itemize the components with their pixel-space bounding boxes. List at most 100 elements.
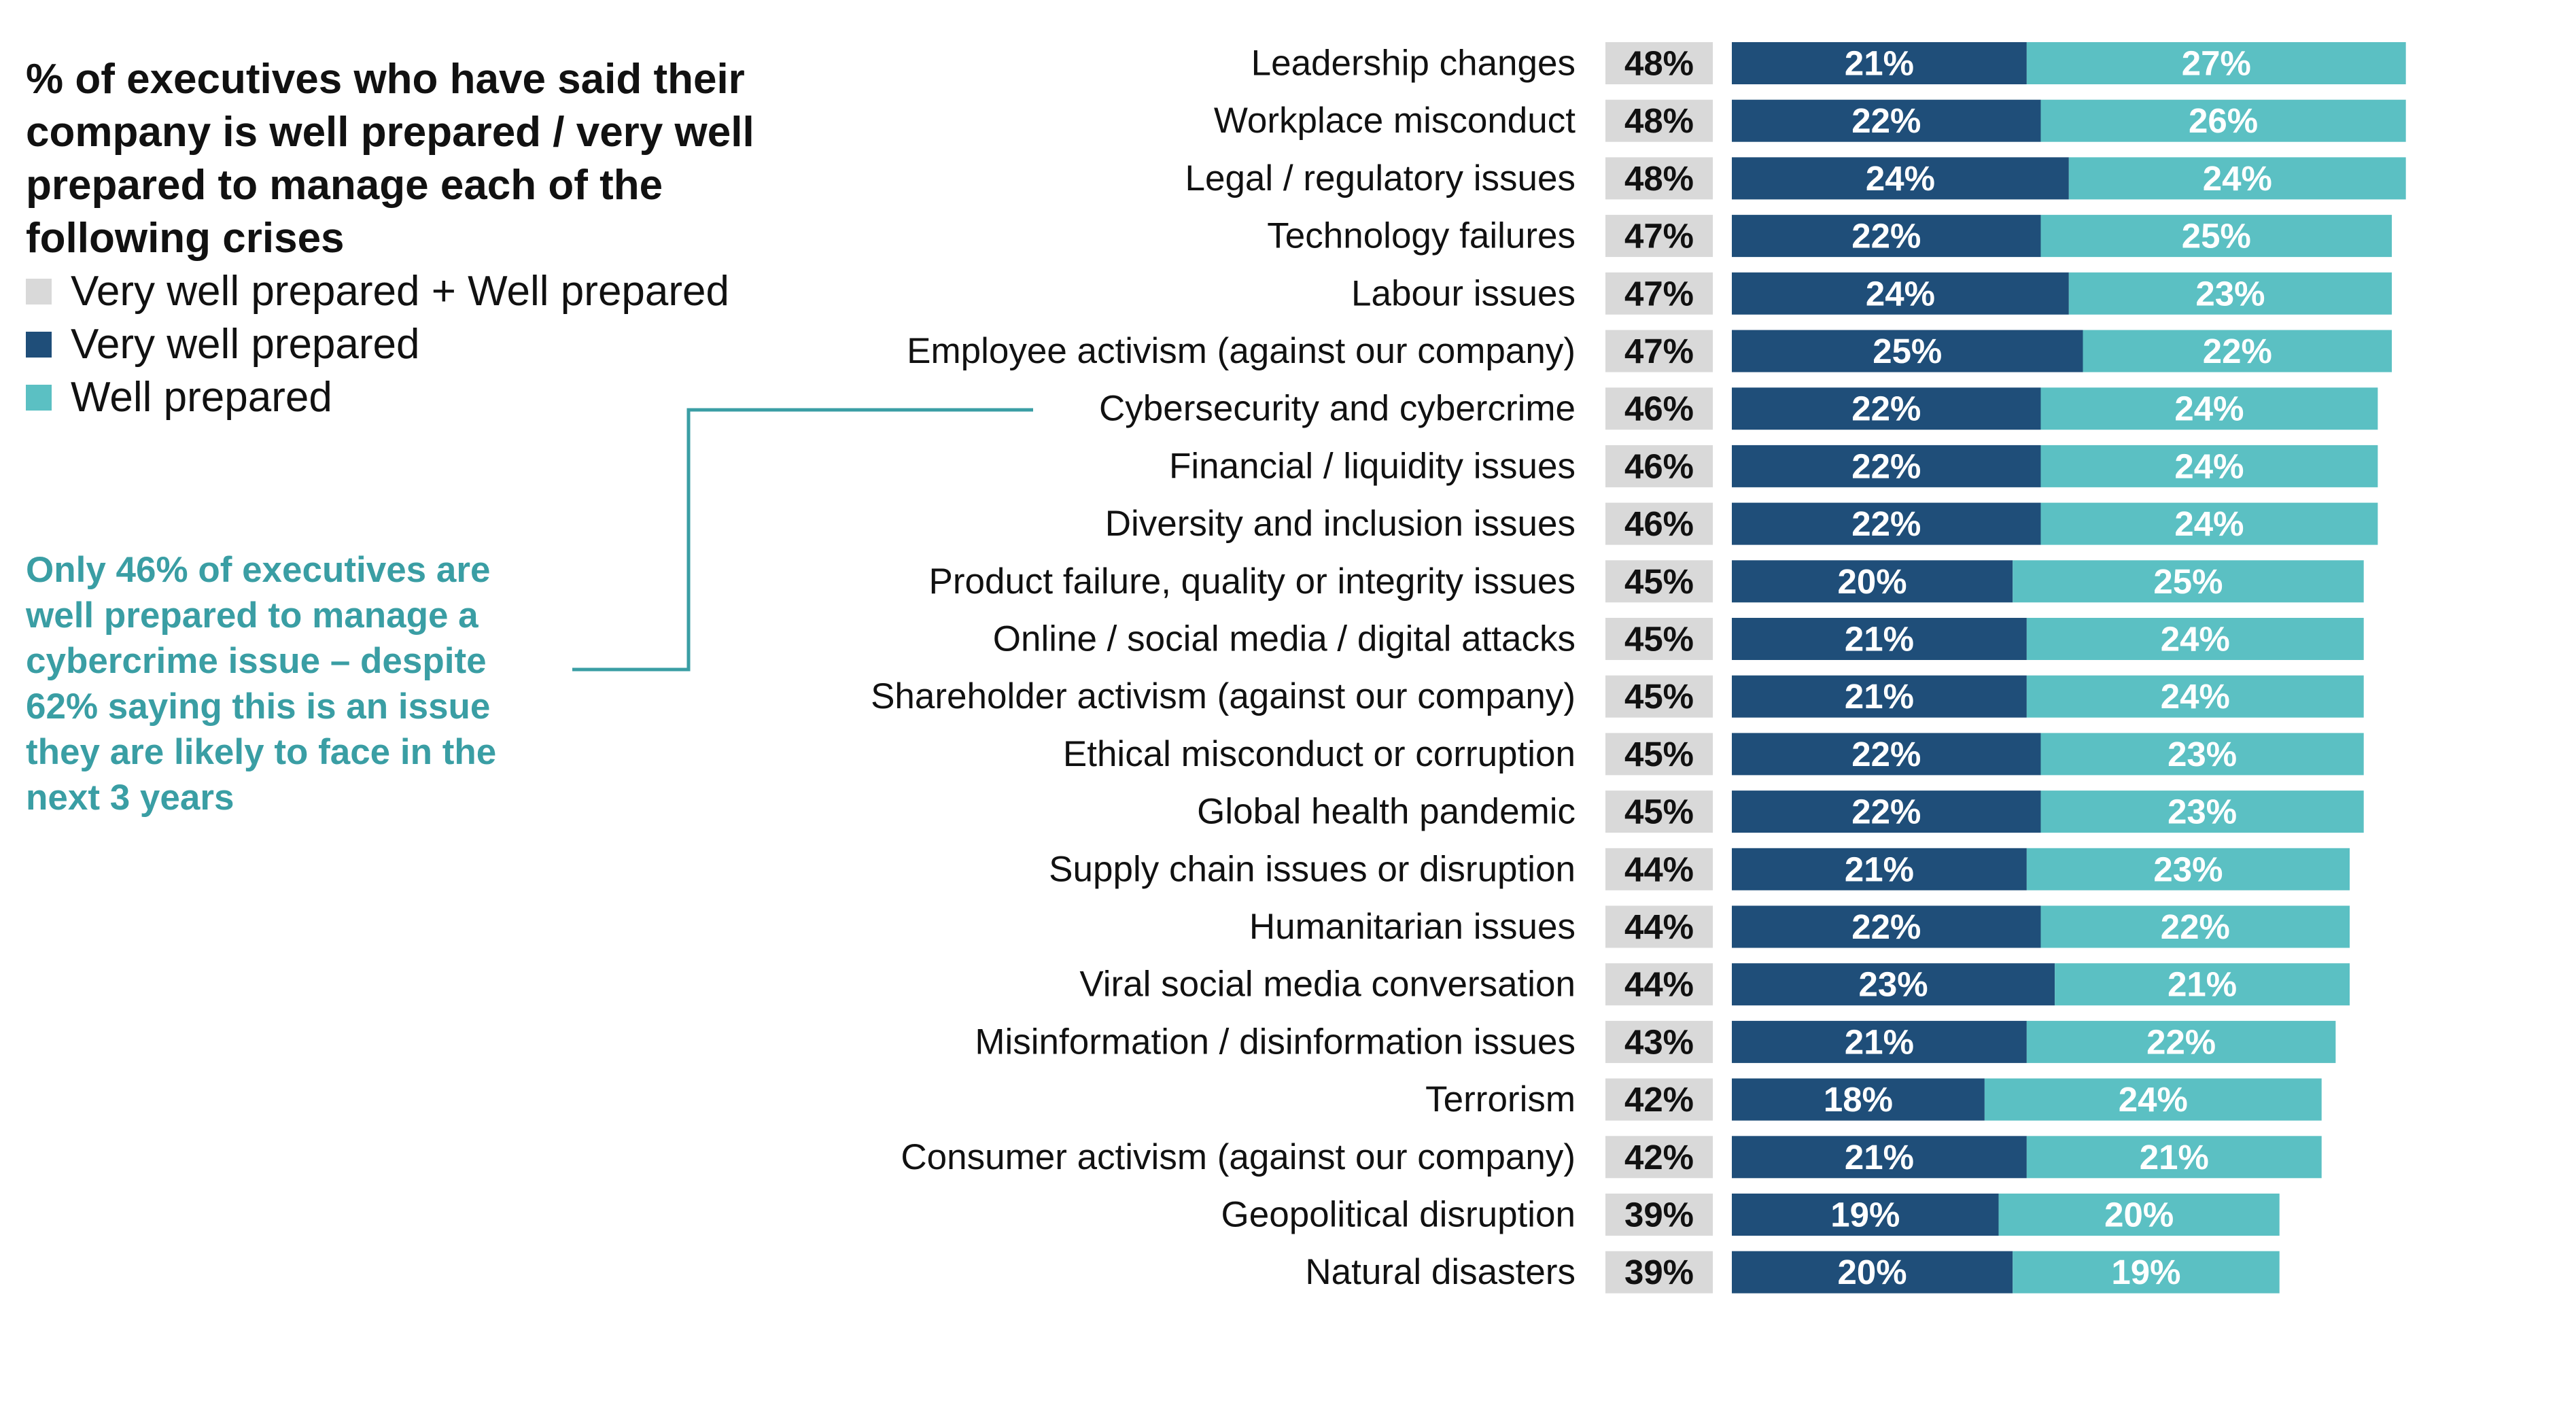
total-label: 45%	[1624, 735, 1694, 774]
bar-very-well-prepared	[1732, 215, 2041, 258]
bar-very-well-prepared	[1732, 1020, 2027, 1063]
bar-well-prepared	[2026, 618, 2364, 660]
bar-very-well-prepared	[1732, 157, 2069, 200]
legend-label-total: Very well prepared + Well prepared	[71, 268, 729, 315]
total-box	[1605, 848, 1713, 890]
legend-item-well: Well prepared	[26, 371, 729, 424]
category-label: Labour issues	[1351, 273, 1576, 313]
legend-swatch-well	[26, 385, 52, 411]
legend-swatch-very-well	[26, 332, 52, 358]
category-label: Misinformation / disinformation issues	[975, 1022, 1576, 1062]
total-label: 46%	[1624, 504, 1694, 543]
total-box	[1605, 330, 1713, 372]
chart-row: Global health pandemic 45% 22% 23%	[1197, 791, 2364, 833]
category-label: Viral social media conversation	[1079, 965, 1576, 1005]
chart-row: Shareholder activism (against our compan…	[871, 675, 2364, 718]
total-box	[1605, 157, 1713, 200]
chart-row: Consumer activism (against our company) 4…	[901, 1136, 2322, 1179]
chart-row: Workplace misconduct 48% 22% 26%	[1214, 99, 2406, 142]
chart-row: Financial / liquidity issues 46% 22% 24%	[1169, 445, 2378, 487]
chart-row: Terrorism 42% 18% 24%	[1425, 1078, 2322, 1121]
bar-very-well-prepared	[1732, 99, 2041, 142]
legend: Very well prepared + Well prepared Very …	[26, 265, 729, 424]
bar-very-well-prepared	[1732, 387, 2041, 430]
total-box	[1605, 963, 1713, 1006]
category-label: Diversity and inclusion issues	[1105, 504, 1576, 544]
total-box	[1605, 733, 1713, 776]
bar-label-very-well-prepared: 21%	[1845, 677, 1914, 716]
bar-label-well-prepared: 26%	[2189, 101, 2258, 140]
bar-well-prepared	[2068, 272, 2392, 315]
total-label: 48%	[1624, 159, 1694, 198]
category-label: Legal / regulatory issues	[1185, 158, 1576, 198]
bar-label-very-well-prepared: 21%	[1845, 620, 1914, 659]
total-label: 48%	[1624, 44, 1694, 83]
category-label: Shareholder activism (against our compan…	[871, 676, 1576, 716]
bar-well-prepared	[2040, 387, 2378, 430]
bar-label-well-prepared: 20%	[2104, 1196, 2174, 1234]
bar-label-well-prepared: 24%	[2174, 504, 2244, 543]
total-box	[1605, 905, 1713, 948]
category-label: Terrorism	[1425, 1079, 1576, 1119]
category-label: Cybersecurity and cybercrime	[1099, 389, 1576, 429]
bar-well-prepared	[2040, 502, 2378, 545]
bar-label-well-prepared: 22%	[2146, 1022, 2216, 1061]
total-box	[1605, 1251, 1713, 1293]
total-box	[1605, 387, 1713, 430]
bar-label-very-well-prepared: 21%	[1845, 850, 1914, 888]
bar-label-very-well-prepared: 22%	[1851, 447, 1921, 485]
bar-label-well-prepared: 22%	[2161, 907, 2230, 946]
total-label: 44%	[1624, 907, 1694, 946]
bar-label-well-prepared: 21%	[2168, 965, 2237, 1004]
bar-well-prepared	[1998, 1194, 2280, 1236]
category-label: Humanitarian issues	[1249, 907, 1576, 947]
category-label: Geopolitical disruption	[1221, 1195, 1576, 1235]
total-box	[1605, 1136, 1713, 1179]
bar-very-well-prepared	[1732, 733, 2041, 776]
legend-swatch-total	[26, 279, 52, 305]
total-label: 39%	[1624, 1196, 1694, 1234]
chart-row: Legal / regulatory issues 48% 24% 24%	[1185, 157, 2406, 200]
bar-label-well-prepared: 19%	[2111, 1253, 2180, 1291]
bar-well-prepared	[2083, 330, 2392, 372]
category-label: Technology failures	[1267, 216, 1576, 256]
bar-label-well-prepared: 23%	[2168, 793, 2237, 831]
bar-well-prepared	[2040, 445, 2378, 487]
bar-label-very-well-prepared: 21%	[1845, 1138, 1914, 1177]
bar-very-well-prepared	[1732, 1078, 1985, 1121]
bar-label-well-prepared: 25%	[2182, 217, 2251, 256]
bar-label-very-well-prepared: 19%	[1830, 1196, 1900, 1234]
bar-label-very-well-prepared: 24%	[1866, 274, 1935, 313]
legend-label-very-well: Very well prepared	[71, 321, 420, 368]
bar-very-well-prepared	[1732, 1251, 2013, 1293]
total-box	[1605, 502, 1713, 545]
category-label: Leadership changes	[1251, 44, 1576, 84]
chart-row: Labour issues 47% 24% 23%	[1351, 272, 2392, 315]
bar-well-prepared	[2040, 215, 2392, 258]
total-box	[1605, 618, 1713, 660]
category-label: Global health pandemic	[1197, 792, 1576, 832]
bar-very-well-prepared	[1732, 502, 2041, 545]
bar-very-well-prepared	[1732, 560, 2013, 603]
bar-well-prepared	[1984, 1078, 2322, 1121]
total-box	[1605, 1078, 1713, 1121]
total-label: 44%	[1624, 965, 1694, 1004]
bar-label-very-well-prepared: 22%	[1851, 217, 1921, 256]
chart-title: % of executives who have said their comp…	[26, 56, 754, 262]
chart-row: Viral social media conversation 44% 23% 21%	[1079, 963, 2350, 1006]
bar-very-well-prepared	[1732, 1194, 1999, 1236]
total-label: 42%	[1624, 1080, 1694, 1119]
bar-well-prepared	[2026, 848, 2350, 890]
total-box	[1605, 675, 1713, 718]
bar-well-prepared	[2068, 157, 2406, 200]
category-label: Online / social media / digital attacks	[993, 619, 1576, 659]
bar-well-prepared	[2040, 905, 2350, 948]
bar-very-well-prepared	[1732, 272, 2069, 315]
category-label: Financial / liquidity issues	[1169, 446, 1576, 486]
category-label: Employee activism (against our company)	[907, 331, 1576, 371]
chart-row: Ethical misconduct or corruption 45% 22% 23…	[1063, 733, 2364, 776]
bar-very-well-prepared	[1732, 42, 2027, 84]
category-label: Workplace misconduct	[1214, 101, 1576, 141]
chart-rows: Leadership changes 48% 21% 27% Workplace mis…	[871, 42, 2406, 1293]
total-label: 45%	[1624, 677, 1694, 716]
